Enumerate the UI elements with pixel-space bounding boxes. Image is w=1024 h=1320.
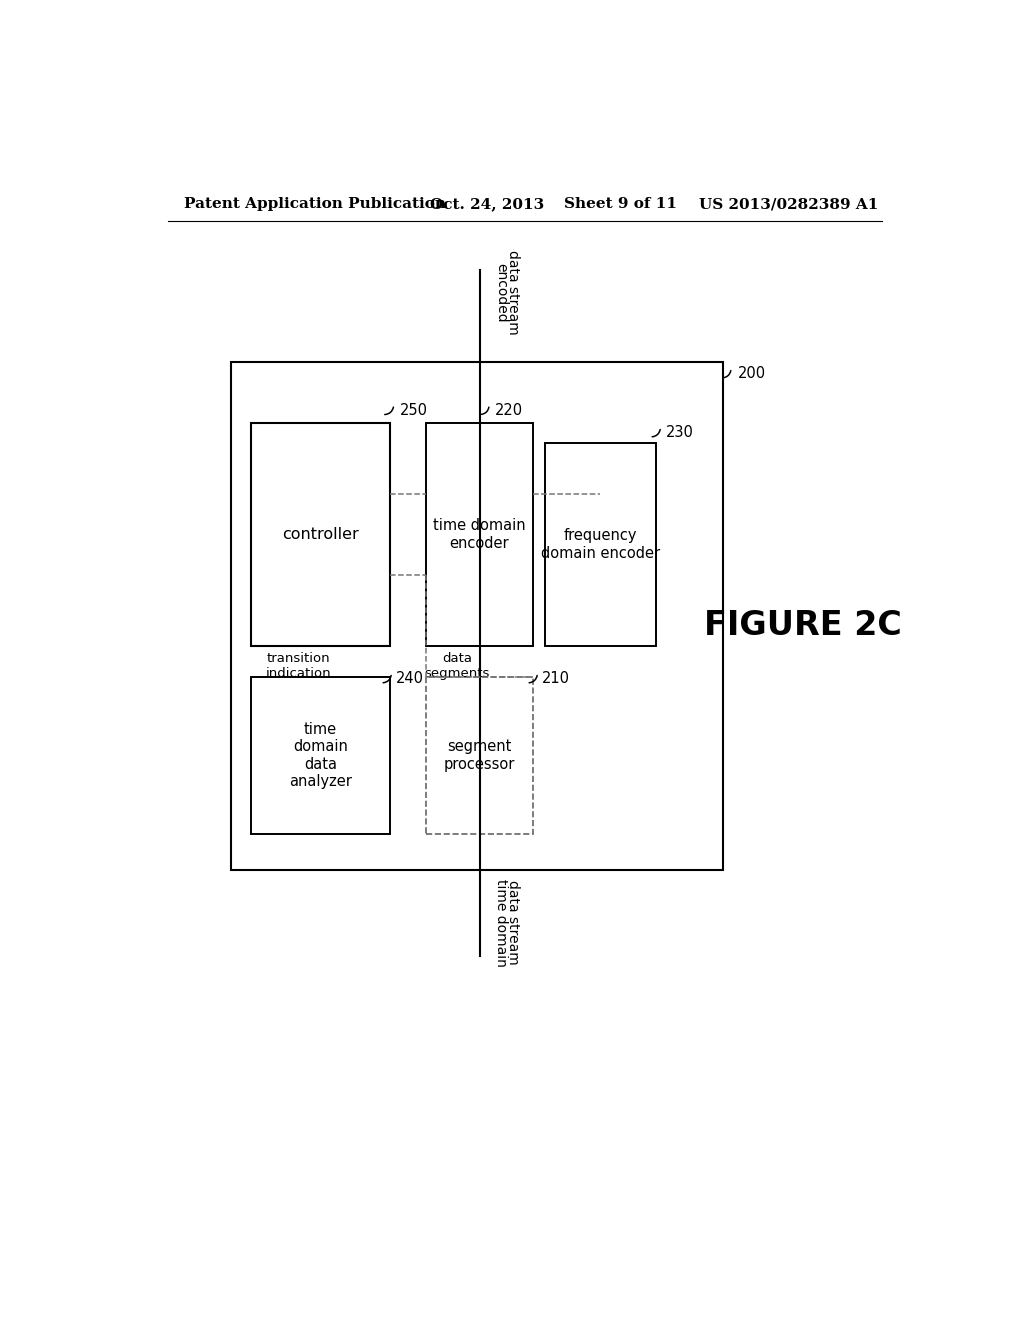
- Text: data stream: data stream: [506, 251, 520, 335]
- Text: 240: 240: [396, 672, 424, 686]
- Text: FIGURE 2C: FIGURE 2C: [703, 610, 901, 643]
- Text: Patent Application Publication: Patent Application Publication: [183, 197, 445, 211]
- Bar: [426, 422, 532, 647]
- Text: 230: 230: [666, 425, 694, 441]
- Text: 210: 210: [543, 672, 570, 686]
- Text: 250: 250: [399, 403, 427, 418]
- Bar: [426, 677, 532, 834]
- Text: time domain: time domain: [494, 879, 508, 966]
- Text: data stream: data stream: [506, 880, 520, 965]
- Bar: [251, 422, 390, 647]
- Text: time domain
encoder: time domain encoder: [433, 519, 525, 550]
- Text: controller: controller: [282, 527, 358, 543]
- Text: transition
indication: transition indication: [266, 652, 332, 680]
- Text: encoded: encoded: [494, 263, 508, 322]
- Text: Sheet 9 of 11: Sheet 9 of 11: [564, 197, 678, 211]
- Text: frequency
domain encoder: frequency domain encoder: [541, 528, 659, 561]
- Text: time
domain
data
analyzer: time domain data analyzer: [289, 722, 352, 789]
- Text: data
segments: data segments: [425, 652, 490, 680]
- Text: Oct. 24, 2013: Oct. 24, 2013: [430, 197, 544, 211]
- Text: US 2013/0282389 A1: US 2013/0282389 A1: [699, 197, 879, 211]
- Text: 200: 200: [737, 367, 766, 381]
- Bar: [231, 362, 723, 870]
- Bar: [545, 444, 655, 647]
- Text: 220: 220: [495, 403, 523, 418]
- Text: segment
processor: segment processor: [443, 739, 515, 772]
- Bar: [251, 677, 390, 834]
